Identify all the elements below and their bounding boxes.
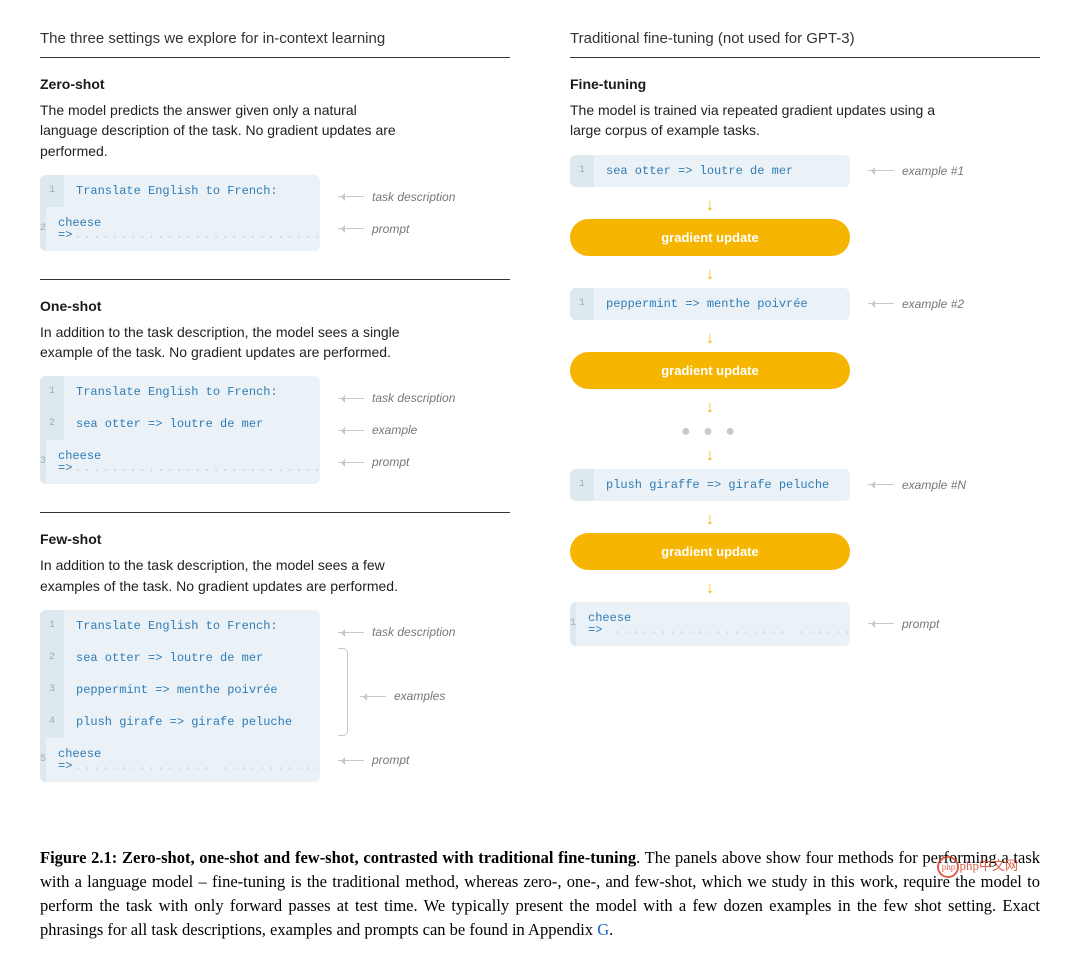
code-text: peppermint => menthe poivrée [64, 674, 290, 706]
code-text: sea otter => loutre de mer [64, 642, 275, 674]
code-block: 1sea otter => loutre de mer [570, 155, 850, 187]
code-block: 1cheese =>.............................. [570, 602, 850, 646]
annotation-label: task description [372, 625, 455, 639]
code-block: 1plush giraffe => girafe peluche [570, 469, 850, 501]
annotation-label: examples [394, 689, 445, 703]
annotation-label: example #1 [902, 164, 964, 178]
line-number: 1 [570, 288, 594, 320]
watermark: phpphp中文网 [934, 855, 1018, 878]
down-arrow-icon: ↓ [570, 326, 850, 352]
annotations-column: task description example prompt [320, 382, 510, 478]
annotation-label: prompt [372, 455, 409, 469]
code-text: cheese =>............................... [46, 207, 320, 251]
ellipsis-icon: ● ● ● [570, 421, 850, 443]
line-number: 3 [40, 674, 64, 706]
line-number: 1 [570, 155, 594, 187]
section-title: Zero-shot [40, 76, 510, 92]
code-block: 1peppermint => menthe poivrée [570, 288, 850, 320]
code-block: 1Translate English to French: 2sea otter… [40, 610, 320, 782]
fine-tuning-section: Fine-tuning The model is trained via rep… [570, 76, 1040, 646]
left-column-title: The three settings we explore for in-con… [40, 30, 510, 58]
annotation-label: prompt [902, 617, 939, 631]
section-title: Fine-tuning [570, 76, 1040, 92]
right-column: Traditional fine-tuning (not used for GP… [570, 30, 1040, 810]
one-shot-section: One-shot In addition to the task descrip… [40, 279, 510, 485]
line-number: 1 [40, 376, 64, 408]
code-text: cheese =>............................... [46, 440, 320, 484]
section-title: One-shot [40, 298, 510, 314]
code-block: 1Translate English to French: 2cheese =>… [40, 175, 320, 251]
annotations-column: prompt [850, 608, 1040, 640]
gradient-update-pill: gradient update [570, 352, 850, 389]
section-description: The model predicts the answer given only… [40, 100, 400, 161]
arrow-icon [360, 696, 386, 697]
right-column-title: Traditional fine-tuning (not used for GP… [570, 30, 1040, 58]
down-arrow-icon: ↓ [570, 443, 850, 469]
left-column: The three settings we explore for in-con… [40, 30, 510, 810]
annotations-column: example #1 [850, 155, 1040, 187]
annotations-column: example #2 [850, 288, 1040, 320]
code-text: cheese =>............................... [46, 738, 320, 782]
zero-shot-section: Zero-shot The model predicts the answer … [40, 76, 510, 251]
arrow-icon [338, 430, 364, 431]
line-number: 2 [40, 408, 64, 440]
down-arrow-icon: ↓ [570, 395, 850, 421]
line-number: 1 [40, 175, 64, 207]
fine-tuning-flow: 1sea otter => loutre de merexample #1↓gr… [570, 155, 1040, 646]
annotation-label: prompt [372, 222, 409, 236]
arrow-icon [868, 484, 894, 485]
line-number: 2 [40, 642, 64, 674]
code-text: sea otter => loutre de mer [594, 155, 805, 187]
annotations-column: task description examples prompt [320, 616, 510, 776]
code-text: Translate English to French: [64, 175, 290, 207]
arrow-icon [338, 228, 364, 229]
annotation-label: task description [372, 391, 455, 405]
gradient-update-pill: gradient update [570, 533, 850, 570]
arrow-icon [338, 196, 364, 197]
code-text: Translate English to French: [64, 610, 290, 642]
figure-caption: Figure 2.1: Zero-shot, one-shot and few-… [40, 846, 1040, 942]
annotations-column: task description prompt [320, 181, 510, 245]
line-number: 4 [40, 706, 64, 738]
caption-tail: . [609, 920, 613, 939]
annotations-column: example #N [850, 469, 1040, 501]
code-text: cheese =>.............................. [576, 602, 850, 646]
arrow-icon [338, 760, 364, 761]
annotation-label: example #2 [902, 297, 964, 311]
down-arrow-icon: ↓ [570, 262, 850, 288]
code-text: Translate English to French: [64, 376, 290, 408]
line-number: 1 [570, 469, 594, 501]
section-title: Few-shot [40, 531, 510, 547]
down-arrow-icon: ↓ [570, 576, 850, 602]
code-text: plush girafe => girafe peluche [64, 706, 304, 738]
arrow-icon [868, 170, 894, 171]
annotation-label: task description [372, 190, 455, 204]
few-shot-section: Few-shot In addition to the task descrip… [40, 512, 510, 782]
section-description: The model is trained via repeated gradie… [570, 100, 950, 141]
arrow-icon [338, 462, 364, 463]
bracket-icon [338, 648, 348, 736]
code-text: peppermint => menthe poivrée [594, 288, 820, 320]
arrow-icon [868, 623, 894, 624]
annotation-label: example #N [902, 478, 966, 492]
down-arrow-icon: ↓ [570, 193, 850, 219]
appendix-link[interactable]: G [597, 920, 609, 939]
arrow-icon [338, 632, 364, 633]
line-number: 1 [40, 610, 64, 642]
gradient-update-pill: gradient update [570, 219, 850, 256]
code-text: plush giraffe => girafe peluche [594, 469, 841, 501]
code-text: sea otter => loutre de mer [64, 408, 275, 440]
down-arrow-icon: ↓ [570, 507, 850, 533]
arrow-icon [868, 303, 894, 304]
section-description: In addition to the task description, the… [40, 322, 400, 363]
annotation-label: example [372, 423, 417, 437]
arrow-icon [338, 398, 364, 399]
caption-lead: Figure 2.1: Zero-shot, one-shot and few-… [40, 848, 636, 867]
two-column-figure: The three settings we explore for in-con… [40, 30, 1040, 810]
section-description: In addition to the task description, the… [40, 555, 400, 596]
code-block: 1Translate English to French: 2sea otter… [40, 376, 320, 484]
annotation-label: prompt [372, 753, 409, 767]
